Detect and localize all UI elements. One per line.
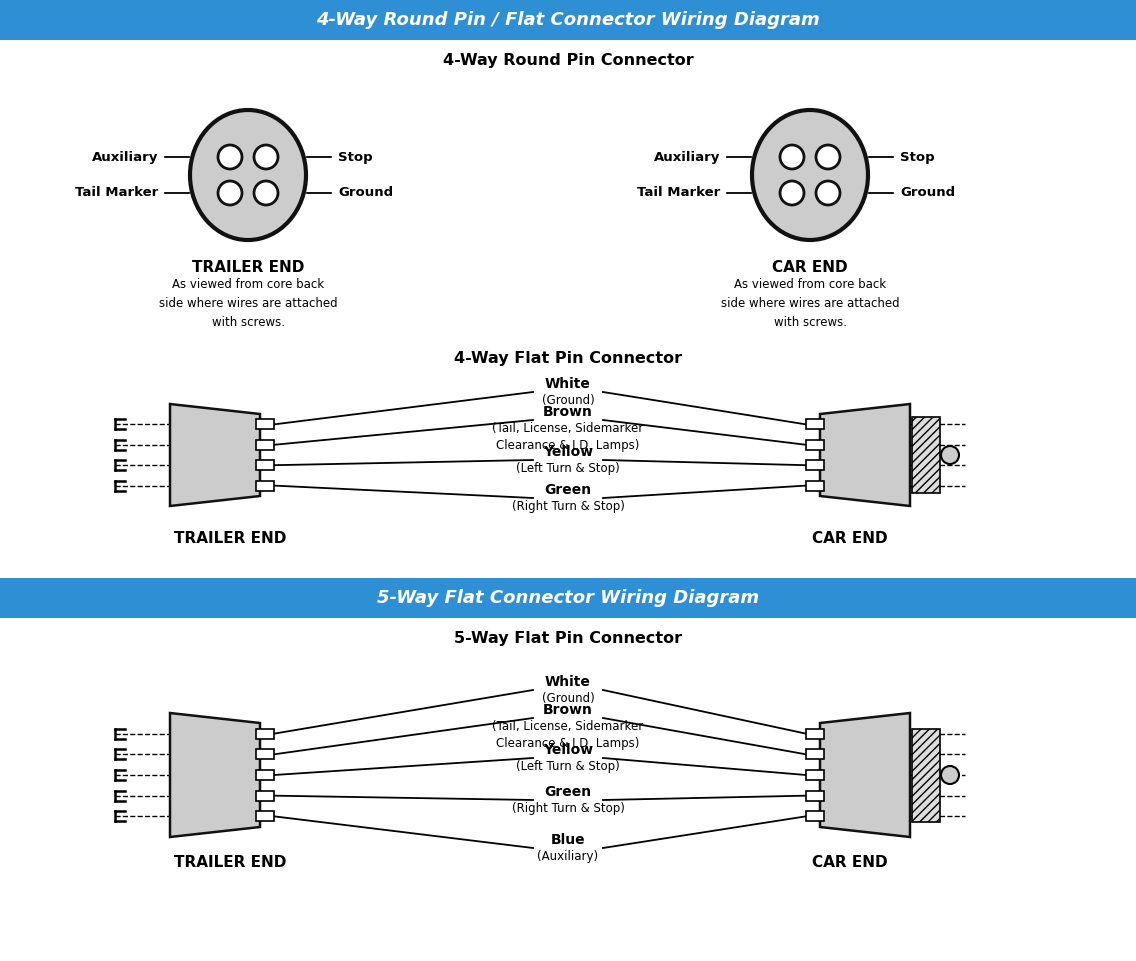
Bar xyxy=(807,480,824,491)
Bar xyxy=(807,791,824,801)
Text: Auxiliary: Auxiliary xyxy=(653,151,720,163)
Text: (Right Turn & Stop): (Right Turn & Stop) xyxy=(511,802,625,815)
Bar xyxy=(807,770,824,780)
Text: 5-Way Flat Pin Connector: 5-Way Flat Pin Connector xyxy=(454,630,682,646)
Ellipse shape xyxy=(780,145,804,169)
Polygon shape xyxy=(820,713,910,837)
Text: Auxiliary: Auxiliary xyxy=(92,151,158,163)
Text: CAR END: CAR END xyxy=(812,531,888,546)
Bar xyxy=(807,419,824,430)
Bar xyxy=(256,728,274,739)
Text: CAR END: CAR END xyxy=(812,855,888,870)
Text: 4-Way Round Pin Connector: 4-Way Round Pin Connector xyxy=(443,53,693,67)
Text: 4-Way Round Pin / Flat Connector Wiring Diagram: 4-Way Round Pin / Flat Connector Wiring … xyxy=(316,11,820,29)
Polygon shape xyxy=(170,404,260,506)
Bar xyxy=(912,728,939,822)
Bar xyxy=(256,419,274,430)
Bar xyxy=(0,0,1136,40)
Text: White: White xyxy=(545,675,591,689)
Ellipse shape xyxy=(218,145,242,169)
Text: (Left Turn & Stop): (Left Turn & Stop) xyxy=(516,760,620,773)
Bar xyxy=(256,791,274,801)
Bar xyxy=(256,770,274,780)
Text: (Right Turn & Stop): (Right Turn & Stop) xyxy=(511,500,625,513)
Text: (Ground): (Ground) xyxy=(542,692,594,705)
Text: CAR END: CAR END xyxy=(772,260,847,275)
Text: Ground: Ground xyxy=(339,186,393,200)
Polygon shape xyxy=(820,404,910,506)
Bar xyxy=(912,417,939,493)
Text: (Left Turn & Stop): (Left Turn & Stop) xyxy=(516,462,620,475)
Text: 5-Way Flat Connector Wiring Diagram: 5-Way Flat Connector Wiring Diagram xyxy=(377,589,759,607)
Ellipse shape xyxy=(780,181,804,205)
Text: As viewed from core back
side where wires are attached
with screws.: As viewed from core back side where wire… xyxy=(159,278,337,329)
Text: Stop: Stop xyxy=(339,151,373,163)
Ellipse shape xyxy=(254,145,278,169)
Text: Green: Green xyxy=(544,785,592,799)
Text: (Ground): (Ground) xyxy=(542,394,594,407)
Bar xyxy=(256,811,274,822)
Bar xyxy=(807,440,824,450)
Bar xyxy=(807,728,824,739)
Text: Tail Marker: Tail Marker xyxy=(75,186,158,200)
Text: Yellow: Yellow xyxy=(543,445,593,459)
Text: Yellow: Yellow xyxy=(543,743,593,757)
Ellipse shape xyxy=(254,181,278,205)
Ellipse shape xyxy=(752,110,868,240)
Bar xyxy=(807,750,824,759)
Text: TRAILER END: TRAILER END xyxy=(192,260,304,275)
Ellipse shape xyxy=(816,145,840,169)
Bar xyxy=(807,811,824,822)
Text: (Tail, License, Sidemarker
Clearance & I.D. Lamps): (Tail, License, Sidemarker Clearance & I… xyxy=(492,720,644,750)
Bar xyxy=(807,460,824,470)
Text: Blue: Blue xyxy=(551,833,585,847)
Text: (Auxiliary): (Auxiliary) xyxy=(537,850,599,863)
Text: Green: Green xyxy=(544,483,592,497)
Polygon shape xyxy=(170,713,260,837)
Text: Brown: Brown xyxy=(543,703,593,717)
Text: Brown: Brown xyxy=(543,405,593,419)
Text: Stop: Stop xyxy=(900,151,935,163)
Bar xyxy=(256,750,274,759)
Bar xyxy=(256,440,274,450)
Text: White: White xyxy=(545,377,591,391)
Text: (Tail, License, Sidemarker
Clearance & I.D. Lamps): (Tail, License, Sidemarker Clearance & I… xyxy=(492,422,644,452)
Text: As viewed from core back
side where wires are attached
with screws.: As viewed from core back side where wire… xyxy=(720,278,900,329)
Bar xyxy=(0,578,1136,618)
Ellipse shape xyxy=(941,766,959,784)
Text: TRAILER END: TRAILER END xyxy=(174,855,286,870)
Text: TRAILER END: TRAILER END xyxy=(174,531,286,546)
Bar xyxy=(256,460,274,470)
Text: Ground: Ground xyxy=(900,186,955,200)
Ellipse shape xyxy=(218,181,242,205)
Text: Tail Marker: Tail Marker xyxy=(637,186,720,200)
Ellipse shape xyxy=(941,446,959,464)
Ellipse shape xyxy=(816,181,840,205)
Text: 4-Way Flat Pin Connector: 4-Way Flat Pin Connector xyxy=(454,351,682,365)
Ellipse shape xyxy=(190,110,306,240)
Bar xyxy=(256,480,274,491)
